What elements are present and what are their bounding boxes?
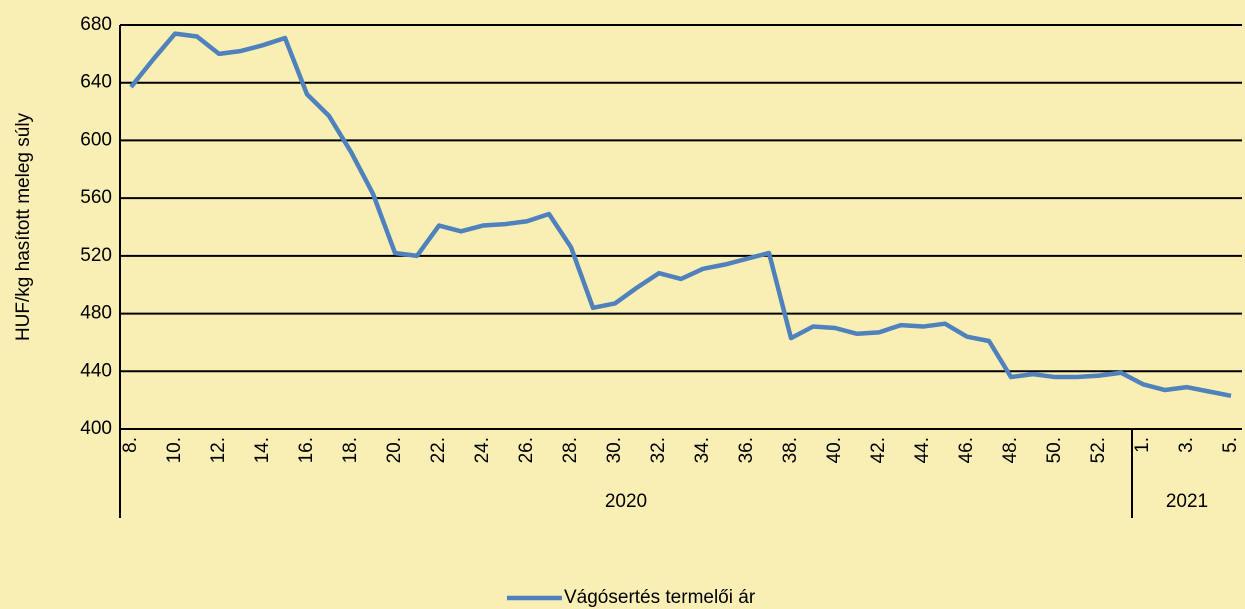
x-tick-label: 38. (780, 437, 801, 463)
x-tick-label: 32. (648, 437, 669, 463)
x-tick-label: 12. (208, 437, 229, 463)
group-label: 2020 (605, 491, 647, 512)
y-tick-label: 440 (80, 360, 112, 381)
x-tick-label: 50. (1044, 437, 1065, 463)
x-tick-label: 42. (868, 437, 889, 463)
y-axis-label: HUF/kg hasított meleg súly (13, 112, 34, 341)
x-tick-label: 8. (120, 437, 141, 453)
x-tick-label: 26. (516, 437, 537, 463)
x-tick-label: 46. (956, 437, 977, 463)
y-tick-label: 640 (80, 72, 112, 93)
y-tick-label: 480 (80, 303, 112, 324)
legend-label: Vágósertés termelői ár (564, 587, 756, 608)
x-tick-label: 5. (1220, 437, 1241, 453)
y-tick-label: 600 (80, 129, 112, 150)
y-tick-label: 560 (80, 187, 112, 208)
x-tick-label: 30. (604, 437, 625, 463)
line-series (129, 31, 1232, 399)
group-label: 2021 (1166, 491, 1208, 512)
x-tick-label: 52. (1088, 437, 1109, 463)
y-tick-label: 680 (80, 14, 112, 35)
x-tick-label: 3. (1176, 437, 1197, 453)
x-tick-label: 1. (1132, 437, 1153, 453)
x-tick-label: 22. (428, 437, 449, 463)
y-tick-label: 400 (80, 418, 112, 439)
x-tick-label: 36. (736, 437, 757, 463)
x-tick-label: 44. (912, 437, 933, 463)
x-tick-label: 40. (824, 437, 845, 463)
x-tick-label: 10. (164, 437, 185, 463)
x-tick-label: 16. (296, 437, 317, 463)
y-tick-label: 520 (80, 245, 112, 266)
x-tick-label: 24. (472, 437, 493, 463)
x-tick-label: 20. (384, 437, 405, 463)
x-tick-label: 14. (252, 437, 273, 463)
x-tick-label: 28. (560, 437, 581, 463)
x-tick-label: 34. (692, 437, 713, 463)
x-tick-label: 48. (1000, 437, 1021, 463)
x-tick-label: 18. (340, 437, 361, 463)
